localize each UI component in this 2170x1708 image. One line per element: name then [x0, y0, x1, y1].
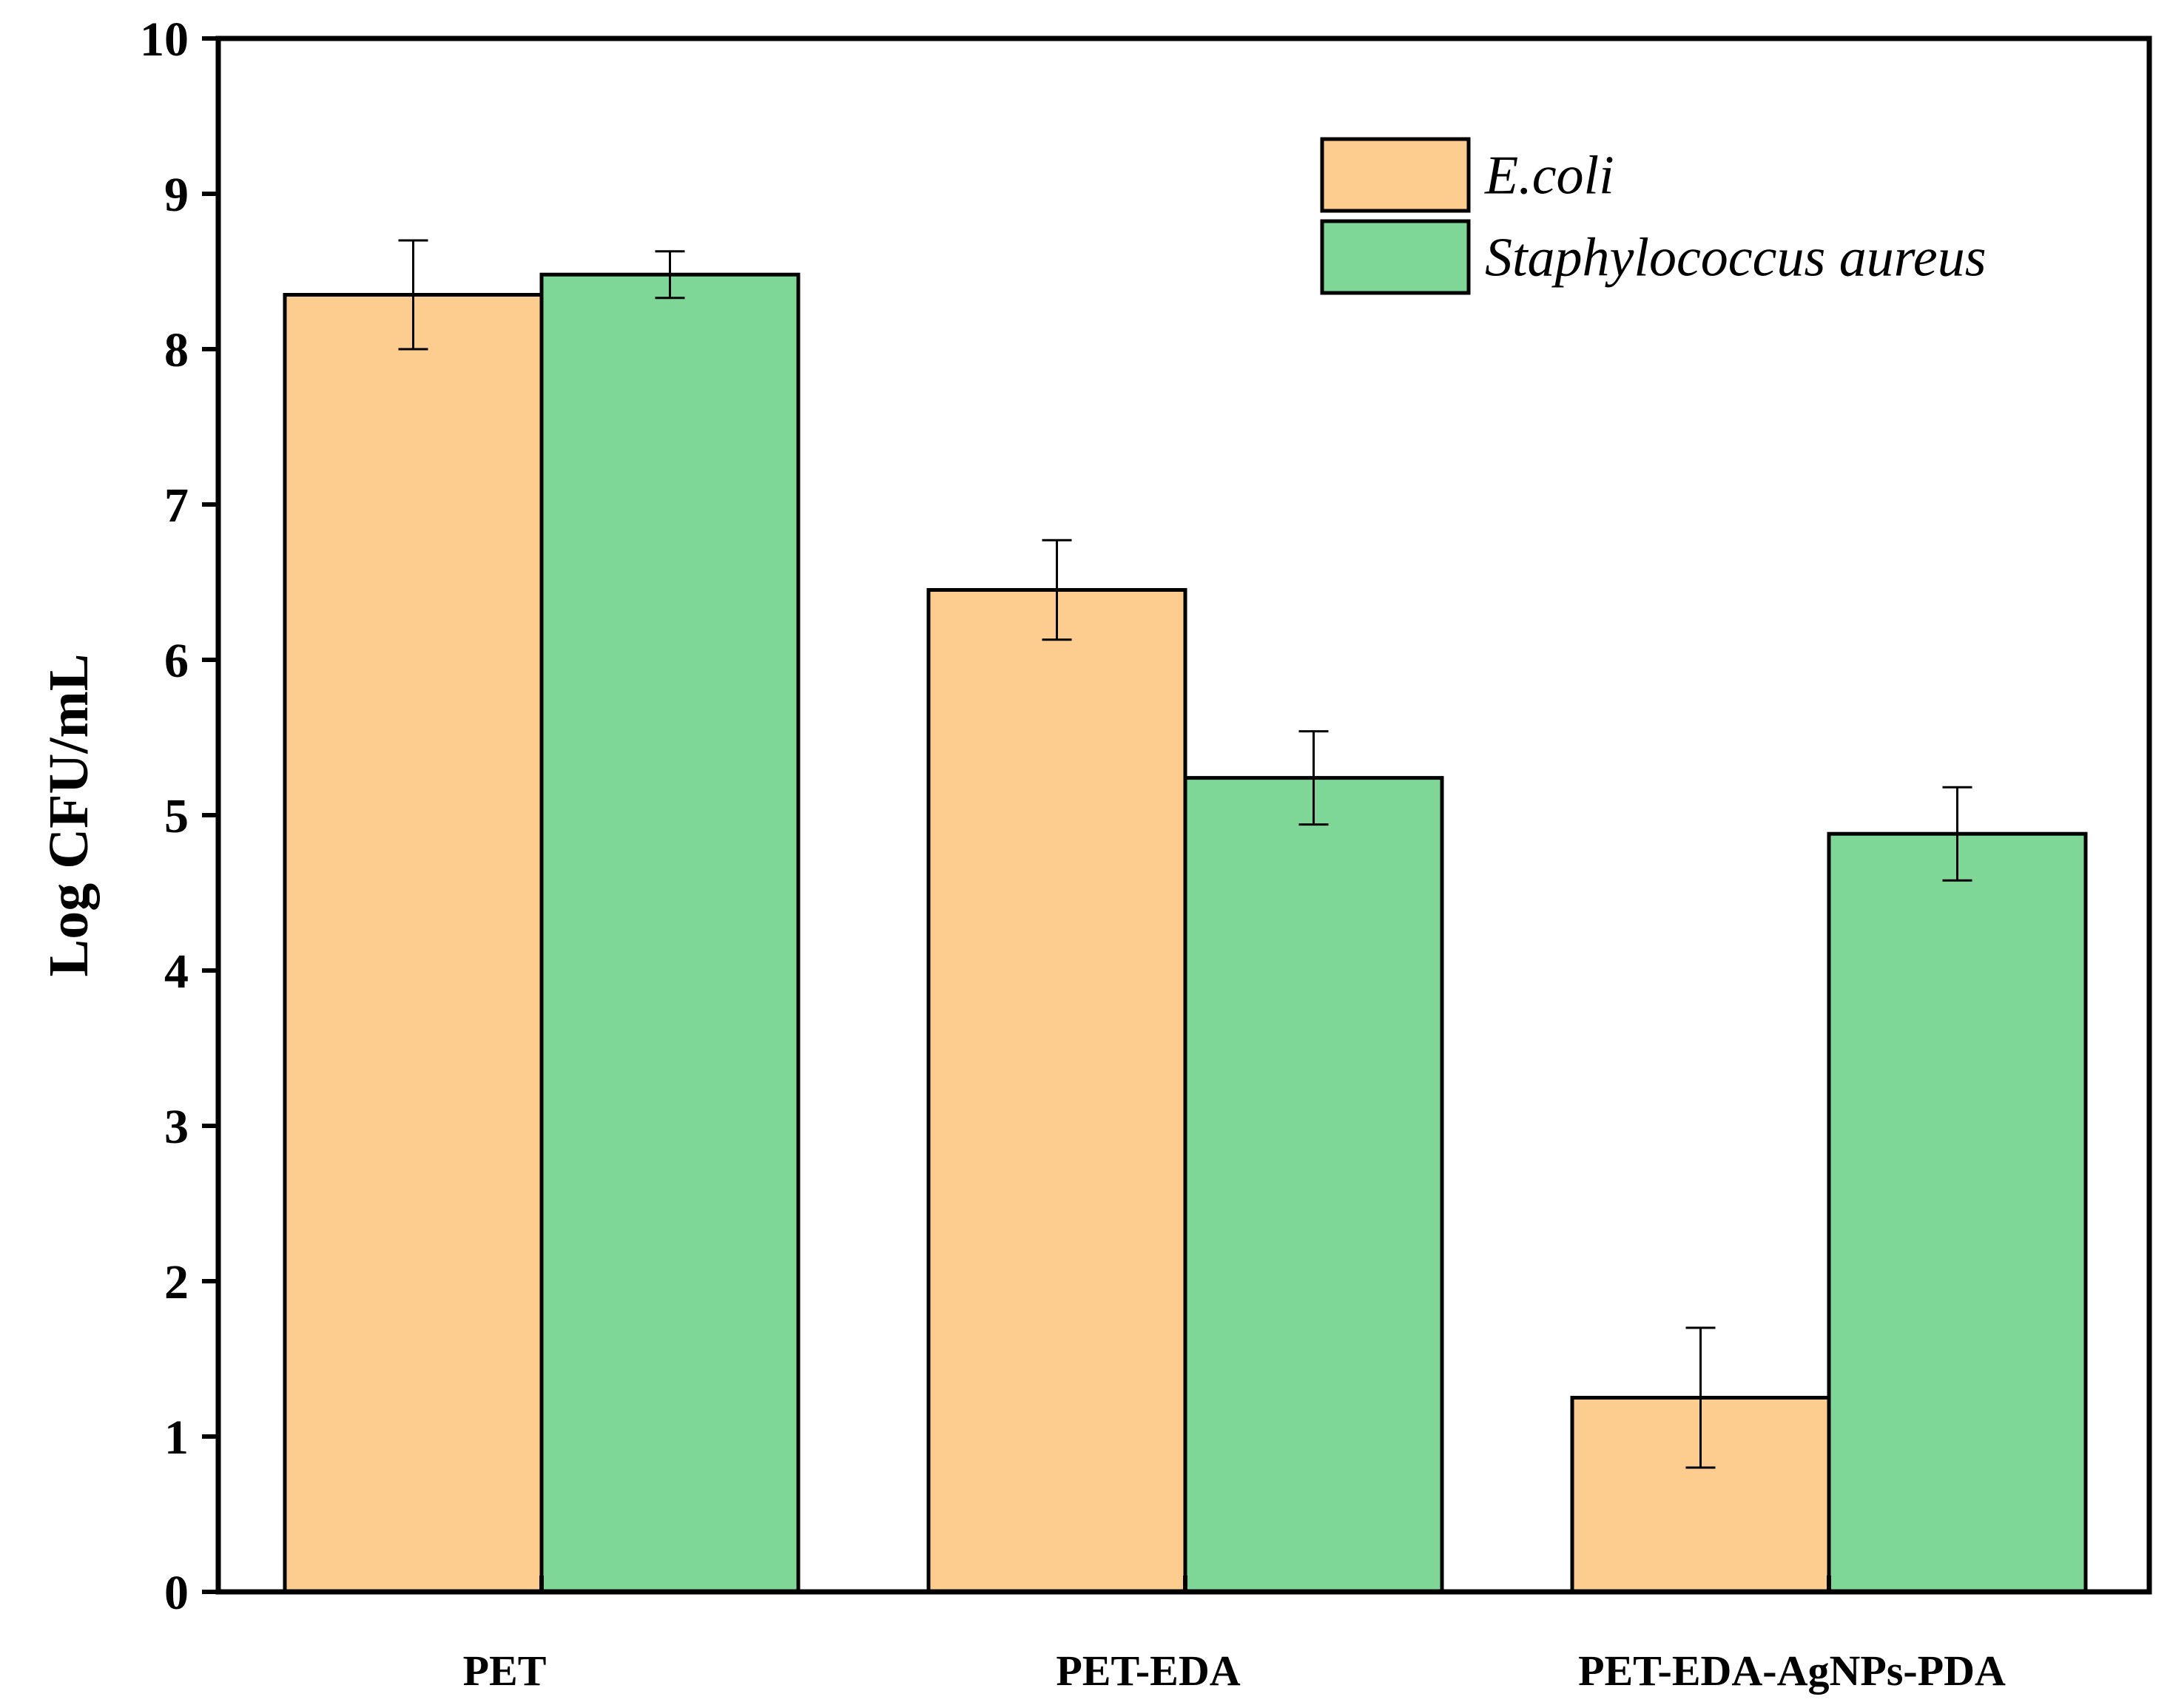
- error-bar-ecoli-pet-eda: [1042, 539, 1072, 641]
- y-tick-label: 1: [164, 1411, 189, 1465]
- y-tick-label: 7: [164, 479, 189, 533]
- error-bar-saureus-pet-eda: [1298, 730, 1329, 826]
- y-tick-label: 6: [164, 634, 189, 688]
- legend-item-ecoli: E.coli: [1320, 137, 1614, 213]
- bar-saureus-pet-eda-agnps-pda: [1827, 831, 2088, 1594]
- x-category-label: PET-EDA: [1056, 1647, 1240, 1695]
- error-bar-ecoli-pet: [398, 239, 428, 351]
- y-tick-label: 10: [140, 13, 189, 67]
- legend-swatch: [1320, 219, 1471, 295]
- error-bar-saureus-pet-eda-agnps-pda: [1942, 786, 1972, 882]
- legend-label: Staphylococcus aureus: [1485, 228, 1987, 288]
- x-axis-labels: PET PET-EDA PET-EDA-AgNPs-PDA: [463, 1576, 2006, 1695]
- legend-item-saureus: Staphylococcus aureus: [1320, 219, 1987, 295]
- y-tick-label: 9: [164, 168, 189, 222]
- x-category-label: PET-EDA-AgNPs-PDA: [1578, 1647, 2006, 1695]
- bars-layer: [283, 272, 2088, 1594]
- y-tick-label: 4: [164, 945, 189, 999]
- error-bar-ecoli-pet-eda-agnps-pda: [1685, 1326, 1716, 1469]
- x-category-label: PET: [463, 1647, 547, 1695]
- bar-ecoli-pet: [283, 293, 544, 1594]
- y-axis-title: Log CFU/mL: [38, 654, 100, 977]
- legend-label: E.coli: [1484, 146, 1614, 206]
- y-tick-label: 8: [164, 323, 189, 377]
- y-tick-label: 3: [164, 1100, 189, 1154]
- bar-saureus-pet: [539, 272, 801, 1594]
- error-bar-saureus-pet: [655, 250, 685, 300]
- error-bars-layer: [398, 239, 1972, 1469]
- y-tick-label: 5: [164, 789, 189, 843]
- y-tick-label: 0: [164, 1566, 189, 1620]
- bar-saureus-pet-eda: [1183, 776, 1444, 1594]
- y-axis-ticks: 0 1 2 3 4 5 6 7 8 9 10: [140, 13, 218, 1620]
- bar-ecoli-pet-eda: [926, 588, 1187, 1594]
- legend: E.coli Staphylococcus aureus: [1320, 137, 1987, 295]
- legend-swatch: [1320, 137, 1471, 213]
- y-tick-label: 2: [164, 1255, 189, 1309]
